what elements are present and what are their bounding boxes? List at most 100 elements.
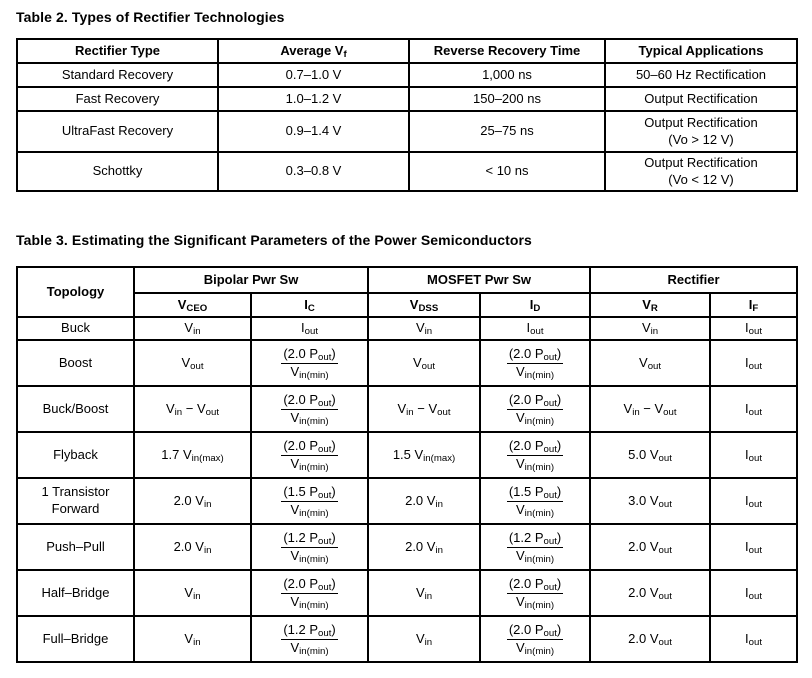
column-header: IC (249, 292, 370, 318)
table-row: Full–Bridge Vin (1.2 Pout) Vin(min) Vin (2.0 … (16, 615, 799, 663)
column-header: VR (589, 292, 712, 318)
table-cell: 1.0–1.2 V (217, 86, 410, 112)
table-cell: 2.0 Vin (367, 477, 482, 525)
table-cell: (2.0 Pout) Vin(min) (479, 615, 592, 663)
table-cell: (2.0 Pout) Vin(min) (479, 569, 592, 617)
table-row: Push–Pull 2.0 Vin (1.2 Pout) Vin(min) 2.0 Vi… (16, 523, 799, 571)
table-cell: 0.7–1.0 V (217, 62, 410, 88)
table-cell: Iout (709, 339, 799, 387)
table-cell: Fast Recovery (16, 86, 219, 112)
table-cell: (1.2 Pout) Vin(min) (249, 615, 370, 663)
fraction: (2.0 Pout) Vin(min) (506, 345, 564, 381)
table-cell: Vin (133, 316, 252, 341)
table-cell: UltraFast Recovery (16, 110, 219, 153)
table-cell: Iout (709, 523, 799, 571)
table-cell: 50–60 Hz Rectification (604, 62, 798, 88)
table-cell: 2.0 Vin (133, 477, 252, 525)
fraction: (2.0 Pout) Vin(min) (281, 345, 338, 381)
table-cell: (2.0 Pout) Vin(min) (249, 569, 370, 617)
table-row: Buck/Boost Vin − Vout (2.0 Pout) Vin(min) Vi… (16, 385, 799, 433)
table-cell: (1.2 Pout) Vin(min) (479, 523, 592, 571)
table-cell: 2.0 Vin (133, 523, 252, 571)
fraction: (2.0 Pout) Vin(min) (281, 391, 338, 427)
table-cell: Schottky (16, 151, 219, 192)
table-cell: Vout (589, 339, 712, 387)
fraction: (2.0 Pout) Vin(min) (506, 437, 564, 473)
table-cell: Vin (133, 615, 252, 663)
table-cell: Vin − Vout (133, 385, 252, 433)
table-cell: 2.0 Vout (589, 569, 712, 617)
column-header: Average Vf (217, 38, 410, 64)
table-cell: Iout (709, 477, 799, 525)
table-cell: Output Rectification (Vo > 12 V) (604, 110, 798, 153)
topology-cell: Buck/Boost (16, 385, 135, 433)
table-row: Schottky 0.3–0.8 V < 10 ns Output Rectifica… (16, 151, 798, 192)
table-cell: (1.5 Pout) Vin(min) (249, 477, 370, 525)
table-cell: Iout (709, 385, 799, 433)
table-cell: 5.0 Vout (589, 431, 712, 479)
table-row: Flyback 1.7 Vin(max) (2.0 Pout) Vin(min) 1.5… (16, 431, 799, 479)
table-cell: Vin (589, 316, 712, 341)
table-cell: (2.0 Pout) Vin(min) (249, 339, 370, 387)
table3-subheader-row: VCEO IC VDSS ID VR IF (17, 292, 799, 318)
table-row: Standard Recovery 0.7–1.0 V 1,000 ns 50–60 … (16, 62, 798, 88)
table-cell: 3.0 Vout (589, 477, 712, 525)
column-header: Reverse Recovery Time (408, 38, 606, 64)
fraction: (1.5 Pout) Vin(min) (281, 483, 338, 519)
table-cell: Iout (709, 431, 799, 479)
group-header: Bipolar Pwr Sw (132, 266, 370, 294)
column-header: VCEO (133, 292, 252, 318)
table2-header-row: Rectifier Type Average Vf Reverse Recovery… (16, 38, 798, 64)
table-cell: Vin − Vout (589, 385, 712, 433)
topology-cell: Flyback (16, 431, 135, 479)
table2-title: Table 2. Types of Rectifier Technologies (16, 9, 285, 25)
table-cell: Iout (709, 316, 799, 341)
fraction: (1.5 Pout) Vin(min) (506, 483, 564, 519)
table-cell: Vin (367, 316, 482, 341)
fraction: (1.2 Pout) Vin(min) (506, 529, 564, 565)
topology-cell: 1 Transistor Forward (16, 477, 135, 525)
table-cell: Vin (367, 569, 482, 617)
table-cell: (1.5 Pout) Vin(min) (479, 477, 592, 525)
topology-cell: Half–Bridge (16, 569, 135, 617)
group-header: MOSFET Pwr Sw (367, 266, 592, 294)
power-semiconductor-parameters-table: Topology Bipolar Pwr Sw MOSFET Pwr Sw Recti… (16, 266, 799, 663)
table-cell: Iout (479, 316, 592, 341)
table-cell: 2.0 Vin (367, 523, 482, 571)
column-header: IF (709, 292, 799, 318)
fraction: (2.0 Pout) Vin(min) (281, 575, 338, 611)
table-cell: (2.0 Pout) Vin(min) (479, 385, 592, 433)
group-header: Rectifier (589, 266, 799, 294)
fraction: (2.0 Pout) Vin(min) (281, 437, 338, 473)
table-row: Boost Vout (2.0 Pout) Vin(min) Vout (2.0 Pout… (16, 339, 799, 387)
topology-cell: Boost (16, 339, 135, 387)
table-cell: 0.9–1.4 V (217, 110, 410, 153)
table-cell: Vout (367, 339, 482, 387)
table-cell: (2.0 Pout) Vin(min) (249, 385, 370, 433)
topology-cell: Buck (16, 316, 135, 341)
table-cell: Iout (249, 316, 370, 341)
table-cell: Vin − Vout (367, 385, 482, 433)
table-cell: < 10 ns (408, 151, 606, 192)
fraction: (2.0 Pout) Vin(min) (506, 621, 564, 657)
table3-body: Buck Vin Iout Vin Iout Vin Iout Boost Vout (2.0 P… (16, 316, 799, 663)
table-row: Fast Recovery 1.0–1.2 V 150–200 ns Output R… (16, 86, 798, 112)
table3-title: Table 3. Estimating the Significant Para… (16, 232, 532, 248)
rectifier-technologies-table: Rectifier Type Average Vf Reverse Recovery… (16, 38, 798, 192)
topology-cell: Push–Pull (16, 523, 135, 571)
table3-group-header-row: Topology Bipolar Pwr Sw MOSFET Pwr Sw Recti… (16, 266, 799, 318)
table-cell: Output Rectification (604, 86, 798, 112)
table-cell: (2.0 Pout) Vin(min) (249, 431, 370, 479)
table-cell: Iout (709, 569, 799, 617)
table-cell: (2.0 Pout) Vin(min) (479, 431, 592, 479)
table-row: Buck Vin Iout Vin Iout Vin Iout (16, 316, 799, 341)
table-row: Half–Bridge Vin (2.0 Pout) Vin(min) Vin (2.0 … (16, 569, 799, 617)
table-cell: 2.0 Vout (589, 523, 712, 571)
fraction: (2.0 Pout) Vin(min) (506, 575, 564, 611)
table-cell: 150–200 ns (408, 86, 606, 112)
topology-cell: Full–Bridge (16, 615, 135, 663)
table-cell: 2.0 Vout (589, 615, 712, 663)
table-cell: Iout (709, 615, 799, 663)
table2-body: Standard Recovery 0.7–1.0 V 1,000 ns 50–60 … (16, 62, 798, 192)
